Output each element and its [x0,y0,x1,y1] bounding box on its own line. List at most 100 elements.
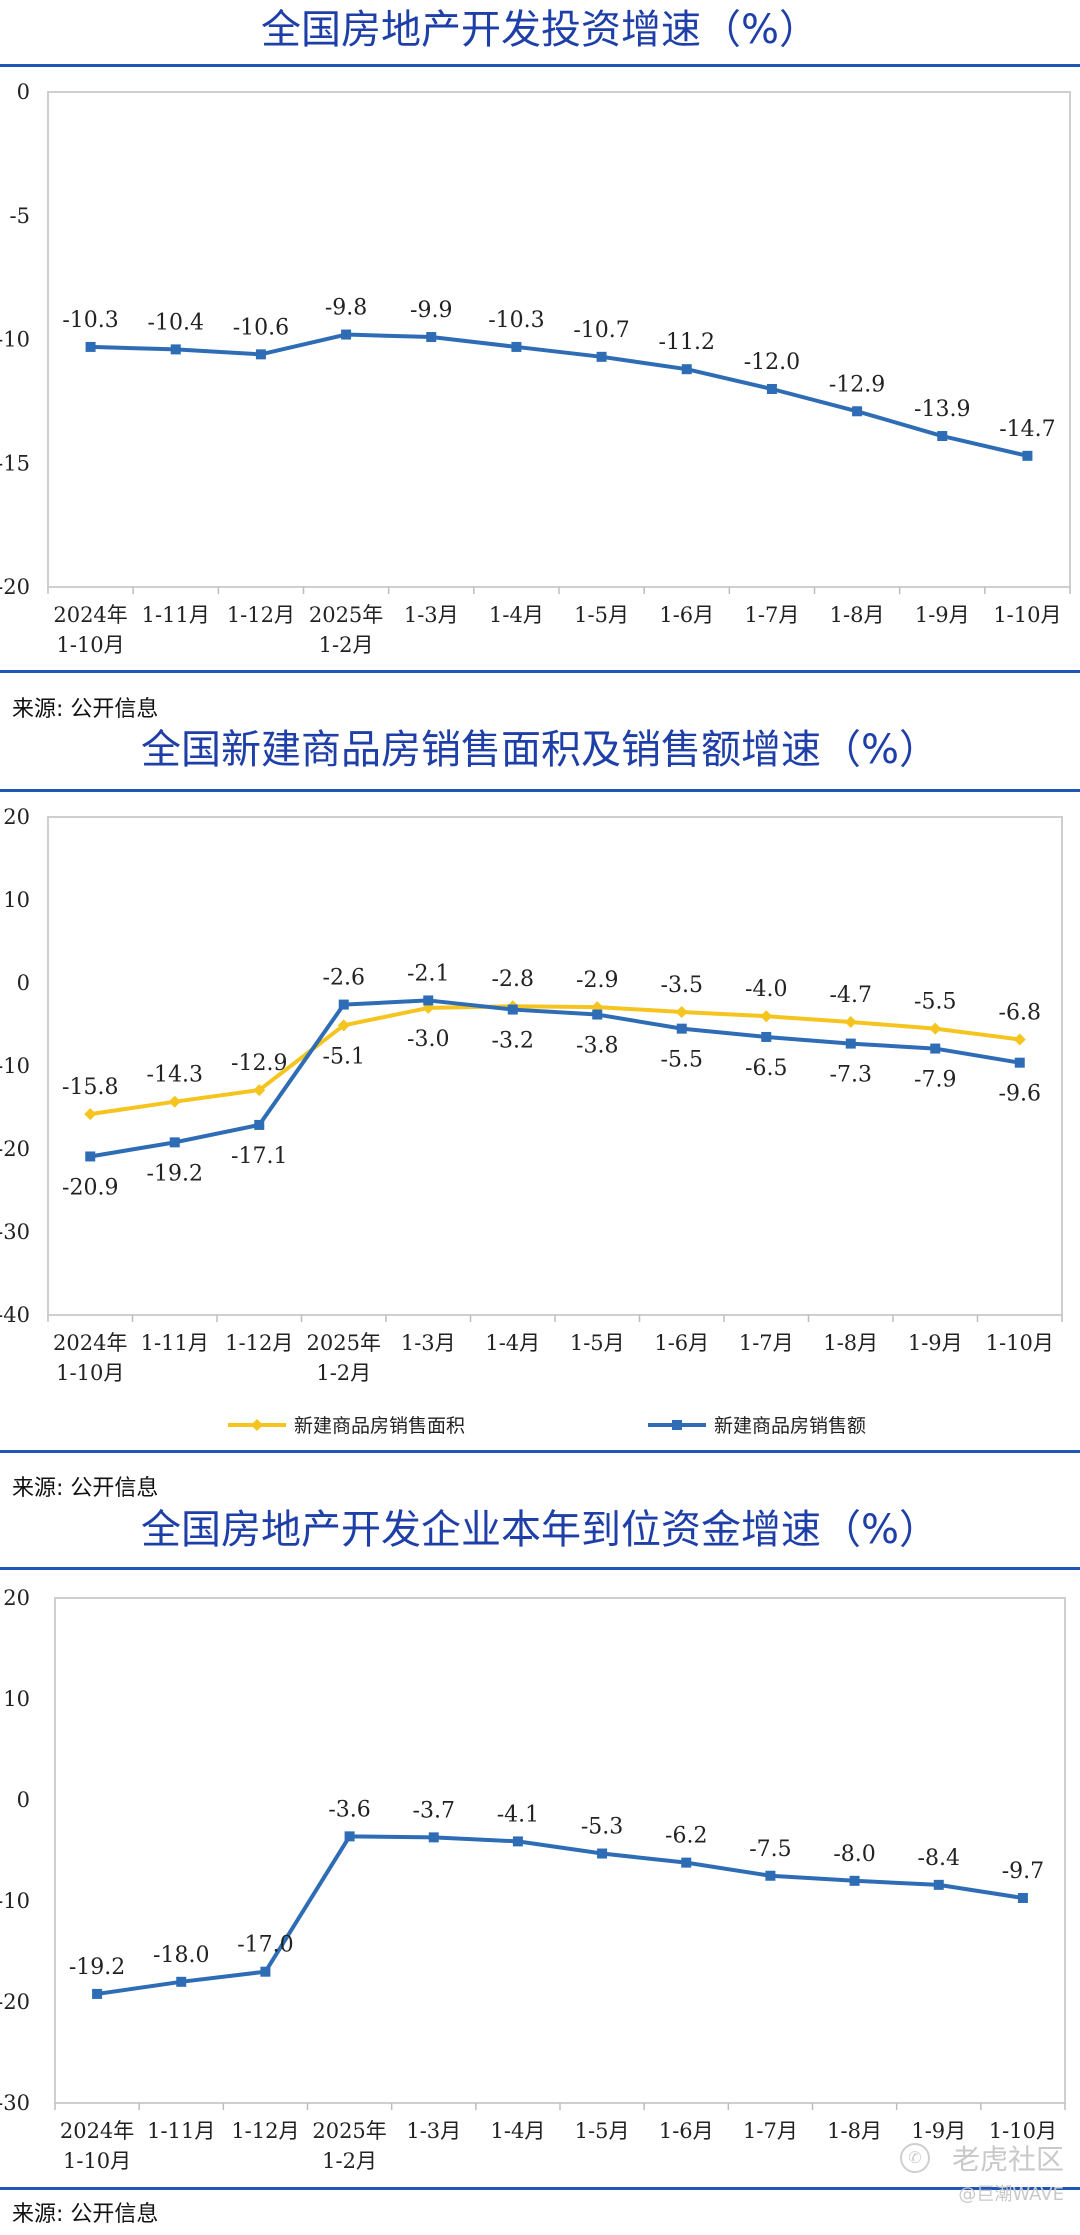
data-point [676,1023,687,1034]
series-line [90,332,1028,458]
x-tick-label: 1-3月 [404,603,459,627]
y-tick-label: -20 [0,575,30,599]
data-point [92,1988,103,1999]
data-point [511,341,522,352]
data-point [1022,450,1033,461]
data-label: -15.8 [62,1075,118,1100]
x-tick-label: 1-10月 [993,603,1061,627]
data-point [761,1031,772,1042]
data-label: -18.0 [153,1943,209,1968]
x-tick-label: 1-4月 [491,2119,546,2143]
x-tick-label: 1-7月 [739,1331,794,1355]
x-tick-label: 1-3月 [401,1331,456,1355]
data-label: -20.9 [62,1175,118,1200]
x-tick-label: 1-4月 [489,603,544,627]
x-tick-label: 1-6月 [659,2119,714,2143]
data-point [512,1836,523,1847]
data-label: -10.3 [488,308,544,333]
x-tick-label: 1-11月 [141,1331,209,1355]
x-tick-label: 1-9月 [908,1331,963,1355]
x-tick-label: 1-5月 [574,603,629,627]
data-label: -4.1 [497,1802,539,1827]
data-label: -10.7 [573,318,629,343]
x-tick-label: 1-9月 [915,603,970,627]
data-label: -3.6 [328,1797,370,1822]
data-label: -13.9 [914,397,970,422]
data-label: -17.1 [231,1144,287,1169]
data-point [681,1857,692,1868]
series-line-0 [89,1004,1021,1117]
chart-2-bottom-rule [0,1450,1080,1453]
x-tick-label: 2025年 [312,2119,386,2143]
data-point [344,1831,355,1842]
data-label: -14.3 [147,1063,203,1088]
data-point [168,1095,181,1108]
x-tick-label: 1-12月 [225,1331,293,1355]
data-label: -2.1 [407,961,449,986]
x-tick-label: 1-9月 [911,2119,966,2143]
x-tick-label: 1-10月 [56,633,124,657]
legend-label: 新建商品房销售额 [714,1415,866,1437]
y-tick-label: 20 [3,1586,30,1610]
x-tick-label: 1-4月 [485,1331,540,1355]
data-label: -4.0 [745,977,787,1002]
y-tick-label: 10 [3,888,30,912]
data-point [596,351,607,362]
y-tick-label: -30 [0,1220,30,1244]
x-tick-label: 1-6月 [659,603,714,627]
plot-frame [54,1597,1066,2104]
y-tick-label: 0 [17,1788,30,1812]
data-label: -11.2 [659,330,715,355]
y-tick-label: 20 [3,805,30,829]
data-point [765,1870,776,1881]
data-point [852,406,863,417]
chart-1-source-note: 来源: 公开信息 [12,697,159,722]
data-point [176,1976,187,1987]
data-point [1017,1892,1028,1903]
data-label: -7.5 [749,1837,791,1862]
x-tick-label: 1-3月 [406,2119,461,2143]
y-tick-label: -10 [0,1889,30,1913]
data-label: -6.8 [999,1000,1041,1025]
data-label: -17.0 [237,1933,293,1958]
data-point [253,1084,266,1097]
legend-marker [251,1419,263,1431]
data-label: -9.9 [410,298,452,323]
data-point [937,431,948,442]
chart-2-title: 全国新建商品房销售面积及销售额增速（%） [140,727,939,773]
data-point [1014,1057,1025,1068]
x-tick-label: 1-5月 [575,2119,630,2143]
data-point [255,349,266,360]
data-point [337,1019,350,1032]
data-label: -12.0 [744,350,800,375]
x-tick-label: 1-7月 [745,603,800,627]
chart-3-title: 全国房地产开发企业本年到位资金增速（%） [140,1507,939,1553]
data-label: -3.7 [413,1798,455,1823]
y-tick-label: 10 [3,1687,30,1711]
x-tick-label: 2025年 [307,1331,381,1355]
series-line [96,1834,1024,1996]
data-label: -5.1 [323,1044,365,1069]
data-point [341,329,352,340]
data-point [845,1038,856,1049]
data-label: -3.8 [576,1034,618,1059]
data-label: -9.6 [999,1082,1041,1107]
chart-3-funding-growth: 20 10 0 -10 -20 -30 2024年 1-10月 1-11月 1-12月 2025年 1… [0,1586,1066,2173]
data-label: -9.8 [325,296,367,321]
data-label: -2.9 [576,968,618,993]
x-tick-label: 2025年 [309,603,383,627]
x-tick-label: 2024年 [60,2119,134,2143]
data-label: -10.6 [233,315,289,340]
chart-1-title: 全国房地产开发投资增速（%） [260,7,819,53]
x-tick-label: 1-10月 [986,1331,1054,1355]
data-label: -4.7 [830,983,872,1008]
data-label: -19.2 [147,1161,203,1186]
y-tick-label: -30 [0,2091,30,2115]
chart-3-bottom-rule [0,2187,1080,2190]
data-point [85,1151,96,1162]
x-tick-label: 1-5月 [570,1331,625,1355]
data-point [428,1832,439,1843]
legend-label: 新建商品房销售面积 [294,1415,465,1437]
chart-2-sales-growth: 20 10 0 -10 -20 -30 -40 2024年 1-10月 1-11月 1-12月 202… [0,805,1063,1437]
data-label: -19.2 [69,1955,125,1980]
